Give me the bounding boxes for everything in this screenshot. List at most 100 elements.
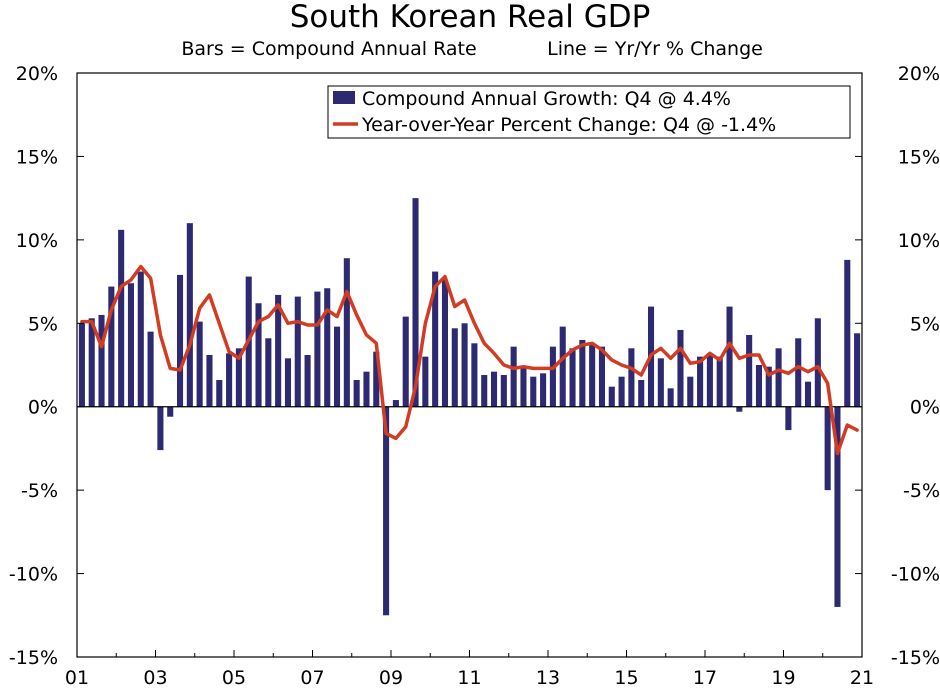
bar — [716, 356, 723, 407]
bar — [186, 223, 193, 407]
bar — [834, 406, 841, 607]
legend-bar-swatch — [333, 91, 355, 104]
bar — [88, 318, 95, 407]
bar — [687, 376, 694, 407]
bar — [490, 371, 498, 407]
bar — [167, 406, 174, 417]
bar — [775, 348, 782, 407]
bar — [657, 358, 664, 407]
bar — [540, 373, 547, 407]
bar — [795, 338, 802, 407]
chart-subtitle-line: Line = Yr/Yr % Change — [547, 38, 763, 60]
legend-line-label: Year-over-Year Percent Change: Q4 @ -1.4… — [361, 114, 776, 136]
bar — [294, 296, 301, 407]
x-tick-label: 09 — [379, 667, 403, 689]
bar — [579, 339, 586, 407]
bar — [265, 338, 272, 407]
bar — [598, 346, 606, 407]
x-axis: 01 03 05 07 09 11 13 15 17 19 21 — [65, 667, 874, 689]
x-tick-label: 07 — [300, 667, 324, 689]
y-tick-label-left: 15% — [16, 146, 58, 168]
y-axis-right: 20% 15% 10% 5% 0% -5% -10% -15% — [891, 63, 940, 669]
x-tick-label: 03 — [143, 667, 167, 689]
y-tick-label-left: 10% — [16, 230, 58, 252]
bar — [284, 358, 292, 407]
y-tick-label-left: -15% — [9, 647, 58, 669]
bar — [520, 366, 527, 407]
bar — [304, 354, 311, 407]
bar — [176, 274, 184, 407]
y-tick-label-right: -10% — [891, 564, 940, 586]
bar — [804, 381, 812, 407]
yoy-line — [80, 264, 859, 456]
chart-subtitle-bars: Bars = Compound Annual Rate — [181, 38, 476, 60]
legend: Compound Annual Growth: Q4 @ 4.4% Year-o… — [327, 85, 851, 139]
bar — [363, 371, 370, 407]
bar — [78, 323, 85, 407]
y-tick-label-left: 5% — [28, 313, 58, 335]
bar — [314, 291, 321, 407]
bar — [157, 406, 164, 451]
bar — [706, 353, 713, 407]
bar — [275, 294, 282, 407]
bar — [824, 406, 831, 491]
bar — [392, 400, 399, 407]
bar — [383, 406, 390, 616]
x-tick-label: 05 — [222, 667, 246, 689]
bar — [412, 198, 419, 407]
x-tick-label: 15 — [614, 667, 638, 689]
bar — [530, 376, 537, 407]
bar — [108, 286, 115, 407]
legend-bar-label: Compound Annual Growth: Q4 @ 4.4% — [362, 88, 731, 110]
bar — [500, 375, 507, 407]
legend-box — [327, 85, 851, 139]
bar — [432, 271, 439, 407]
bar — [569, 348, 576, 407]
y-tick-label-left: 0% — [28, 397, 58, 419]
x-tick-label: 21 — [850, 667, 874, 689]
bar — [638, 380, 645, 407]
bar — [844, 259, 851, 407]
y-tick-label-right: 10% — [898, 230, 940, 252]
bar — [196, 321, 203, 407]
bar — [461, 323, 468, 407]
bar — [118, 229, 125, 407]
x-tick-label: 13 — [536, 667, 560, 689]
y-axis-left: 20% 15% 10% 5% 0% -5% -10% -15% — [9, 63, 58, 669]
bar — [402, 316, 409, 407]
x-tick-label: 11 — [457, 667, 481, 689]
bar — [765, 366, 772, 407]
bar — [510, 346, 517, 407]
bar — [147, 331, 154, 407]
bar — [746, 334, 753, 407]
bar — [98, 314, 105, 407]
bar — [353, 380, 360, 407]
bar — [589, 343, 596, 407]
bar — [549, 346, 556, 407]
y-tick-label-left: -5% — [21, 480, 58, 502]
bar — [755, 365, 763, 407]
bar — [854, 333, 861, 407]
bar — [373, 351, 380, 407]
x-tick-label: 01 — [65, 667, 89, 689]
bar — [451, 328, 458, 407]
bar — [559, 326, 566, 407]
plot-frame — [76, 72, 863, 658]
bar — [618, 376, 625, 407]
bar — [726, 306, 733, 407]
bar — [206, 354, 213, 407]
bar — [255, 303, 262, 407]
x-tick-label: 17 — [693, 667, 717, 689]
bar — [324, 288, 331, 407]
bar — [235, 348, 242, 407]
x-tick-label: 19 — [771, 667, 795, 689]
bar — [697, 356, 704, 407]
bar — [628, 348, 635, 407]
bar — [785, 406, 792, 431]
y-tick-label-right: 15% — [898, 146, 940, 168]
bar — [226, 353, 233, 407]
bar — [422, 356, 429, 407]
y-tick-label-left: -10% — [9, 564, 58, 586]
y-tick-label-right: -5% — [903, 480, 940, 502]
bar — [441, 279, 449, 407]
